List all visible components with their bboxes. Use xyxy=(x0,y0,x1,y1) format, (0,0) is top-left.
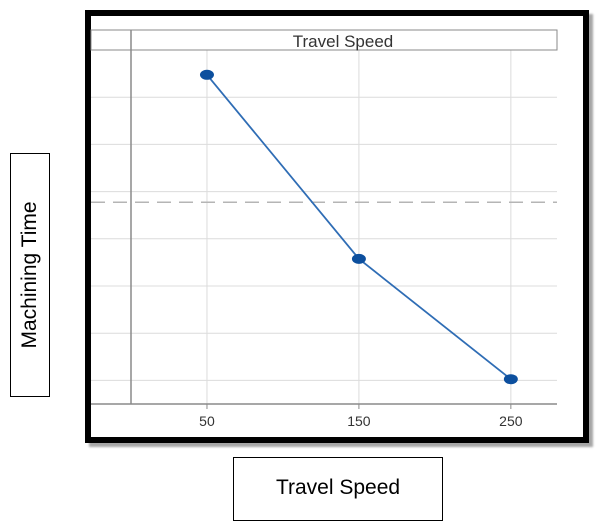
data-point xyxy=(503,374,518,385)
series-layer xyxy=(199,69,518,385)
y-axis-label-box: Machining Time xyxy=(10,153,50,397)
panel-title: Travel Speed xyxy=(293,32,393,51)
x-tick-label: 50 xyxy=(199,413,215,429)
chart-frame xyxy=(85,10,589,443)
x-tick-label: 150 xyxy=(347,413,371,429)
x-axis-ticks: 50 150 250 xyxy=(199,404,523,429)
panel-title-strip xyxy=(90,29,558,51)
data-point xyxy=(351,253,366,264)
y-axis-label: Machining Time xyxy=(18,201,41,349)
x-axis-label: Travel Speed xyxy=(275,476,401,499)
x-tick-label: 250 xyxy=(499,413,523,429)
data-point xyxy=(199,69,214,80)
gridlines xyxy=(91,50,557,404)
x-axis-label-box: Travel Speed xyxy=(233,457,443,521)
